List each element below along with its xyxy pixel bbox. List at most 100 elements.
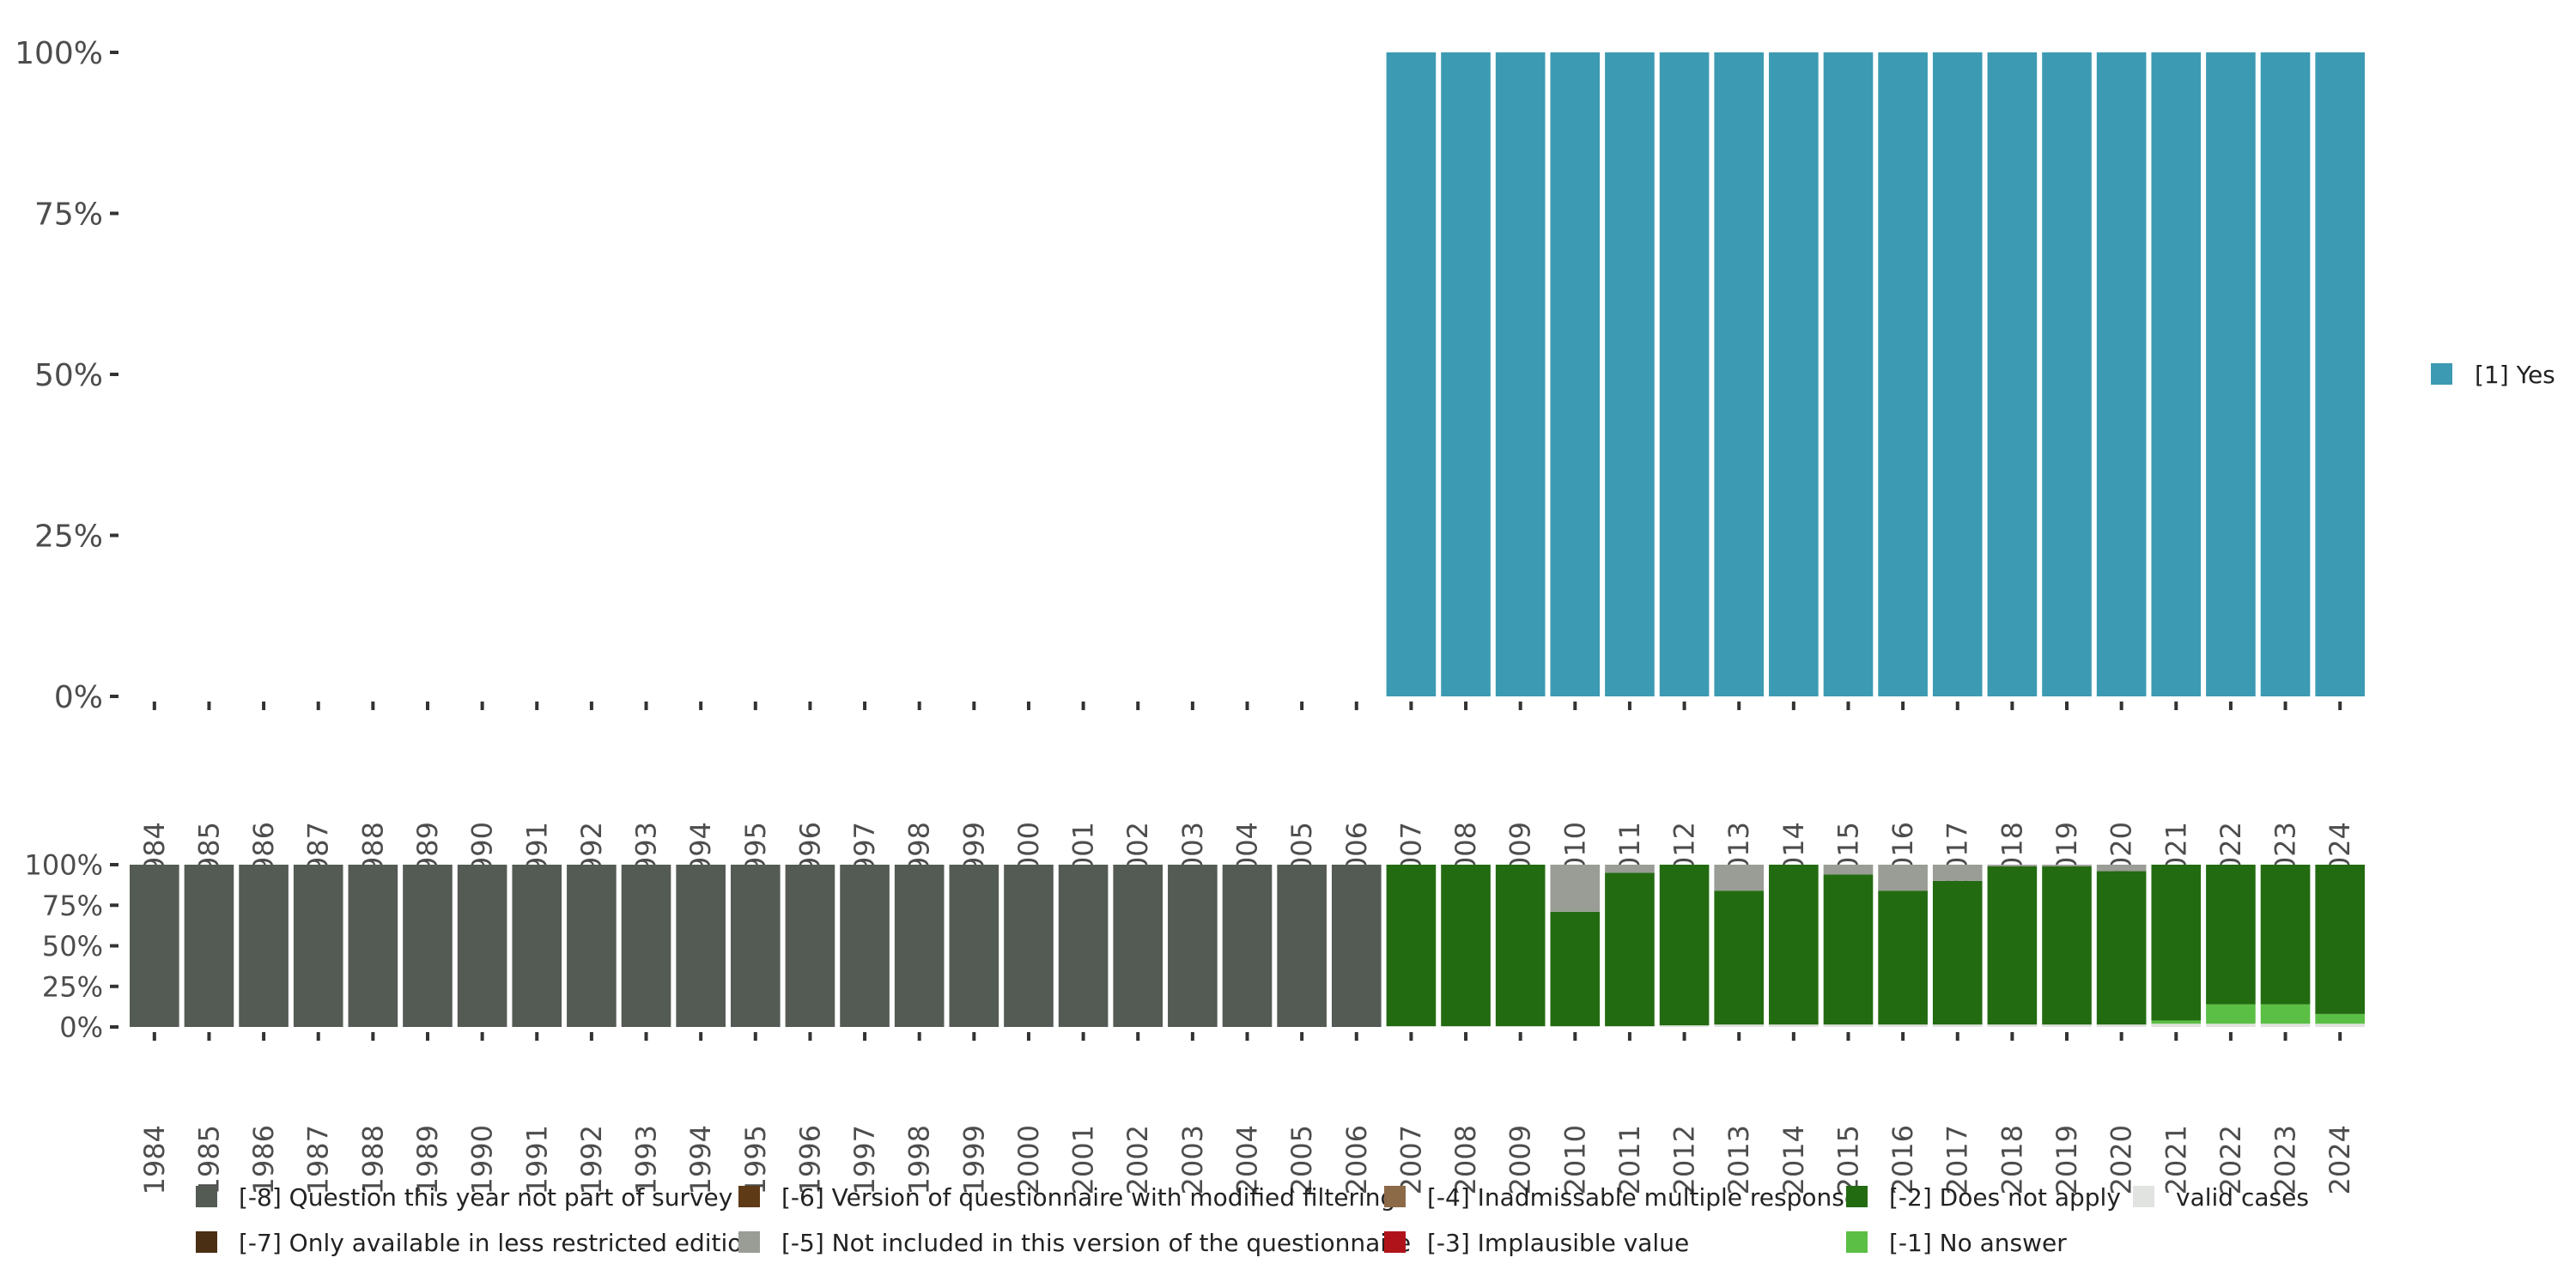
bottom-bar-1994-series-4	[676, 865, 726, 1027]
bottom-bar-2009-series-0	[1495, 1026, 1546, 1027]
bottom-x-tick-label: 1988	[356, 1125, 389, 1194]
top-bar-2021-series-0	[2151, 52, 2202, 696]
bottom-bar-2014-series-0	[1769, 1024, 1819, 1027]
top-bar-2014-series-0	[1769, 52, 1819, 696]
bottom-bar-2017-series-0	[1932, 1024, 1983, 1027]
bottom-legend-label: [-7] Only available in less restricted e…	[239, 1229, 757, 1257]
bottom-x-tick-label: 2017	[1941, 1125, 1974, 1194]
bottom-legend-label: valid cases	[2176, 1183, 2309, 1212]
bottom-bar-2012-series-0	[1659, 1025, 1710, 1027]
bottom-x-tick-label: 1993	[630, 1125, 663, 1194]
bottom-bar-2016-series-2	[1878, 890, 1928, 1025]
bottom-bar-2013-series-0	[1714, 1024, 1765, 1027]
bottom-bar-2001-series-4	[1058, 865, 1109, 1027]
bottom-bar-2016-series-3	[1878, 865, 1928, 891]
bottom-legend-label: [-5] Not included in this version of the…	[781, 1229, 1411, 1257]
top-y-tick-label: 100%	[15, 36, 103, 71]
top-bar-2009-series-0	[1495, 52, 1546, 696]
bottom-x-tick-label: 1992	[575, 1125, 608, 1194]
bottom-legend-swatch	[1846, 1231, 1868, 1253]
bottom-x-tick-label: 2024	[2324, 1125, 2356, 1194]
bottom-x-tick-label: 1986	[247, 1125, 280, 1194]
bottom-legend-swatch	[1384, 1186, 1406, 1207]
bottom-x-tick-label: 1996	[793, 1125, 826, 1194]
bottom-x-tick-label: 1991	[520, 1125, 553, 1194]
bottom-legend: [-8] Question this year not part of surv…	[196, 1183, 2309, 1257]
bottom-x-tick-label: 1987	[302, 1125, 335, 1194]
bottom-bar-2020-series-2	[2096, 871, 2147, 1025]
bottom-bar-1996-series-4	[785, 865, 835, 1027]
bottom-bar-2010-series-3	[1550, 865, 1601, 912]
bottom-bar-2024-series-2	[2315, 865, 2365, 1014]
top-bar-2010-series-0	[1550, 52, 1601, 696]
bottom-x-tick-label: 2016	[1886, 1125, 1919, 1194]
bottom-x-tick-label: 2004	[1231, 1125, 1264, 1194]
top-y-tick-label: 50%	[34, 358, 103, 393]
bottom-bar-2021-series-2	[2151, 865, 2202, 1021]
top-y-tick-label: 25%	[34, 519, 103, 554]
bottom-bar-2013-series-2	[1714, 890, 1765, 1025]
bottom-legend-swatch	[1384, 1231, 1406, 1253]
bottom-bar-2005-series-4	[1277, 865, 1327, 1027]
top-legend-label: [1] Yes	[2475, 361, 2555, 389]
bottom-bar-2015-series-0	[1823, 1024, 1874, 1027]
bottom-legend-label: [-3] Implausible value	[1427, 1229, 1689, 1257]
top-bar-2013-series-0	[1714, 52, 1765, 696]
bottom-x-tick-label: 1997	[848, 1125, 881, 1194]
bottom-bar-1999-series-4	[949, 865, 999, 1027]
bottom-bar-2023-series-2	[2260, 865, 2311, 1005]
top-panel-valid-responses: 0%25%50%75%100%1984 1985 1986 1987 1988 1989 1…	[15, 36, 2365, 891]
bottom-x-tick-label: 1999	[957, 1125, 990, 1194]
top-bar-2008-series-0	[1441, 52, 1491, 696]
bottom-bar-2019-series-2	[2042, 866, 2092, 1025]
bottom-x-tick-label: 2001	[1067, 1125, 1100, 1194]
bottom-bar-1984-series-4	[130, 865, 179, 1027]
top-bar-2018-series-0	[1987, 52, 2038, 696]
bottom-bar-1993-series-4	[621, 865, 671, 1027]
bottom-legend-swatch	[2133, 1186, 2154, 1207]
bottom-y-tick-label: 100%	[25, 849, 103, 882]
bottom-x-tick-label: 2015	[1832, 1125, 1864, 1194]
bottom-bar-1988-series-4	[348, 865, 398, 1027]
bottom-bar-2018-series-0	[1987, 1024, 2038, 1027]
bottom-bar-2011-series-3	[1605, 865, 1655, 873]
bottom-bar-2007-series-0	[1386, 1026, 1437, 1027]
bottom-x-tick-label: 2023	[2269, 1125, 2302, 1194]
bottom-legend-swatch	[1846, 1186, 1868, 1207]
bottom-legend-swatch	[196, 1186, 217, 1207]
bottom-bar-1987-series-4	[293, 865, 343, 1027]
bottom-bar-2006-series-4	[1331, 865, 1382, 1027]
bottom-bar-2003-series-4	[1168, 865, 1218, 1027]
bottom-bar-1998-series-4	[894, 865, 945, 1027]
bottom-bar-1992-series-4	[567, 865, 617, 1027]
bottom-bar-2019-series-0	[2042, 1024, 2092, 1027]
top-bar-2007-series-0	[1386, 52, 1437, 696]
bottom-x-tick-label: 2012	[1668, 1125, 1701, 1194]
bottom-x-tick-label: 1995	[739, 1125, 772, 1194]
bottom-bar-2017-series-3	[1932, 865, 1983, 881]
bottom-bar-2015-series-2	[1823, 874, 1874, 1025]
bottom-bar-2022-series-1	[2206, 1004, 2256, 1024]
bottom-legend-swatch	[738, 1186, 760, 1207]
bottom-bar-2018-series-3	[1987, 865, 2038, 866]
bottom-legend-label: [-1] No answer	[1889, 1229, 2067, 1257]
bottom-legend-label: [-6] Version of questionnaire with modif…	[781, 1183, 1395, 1212]
bottom-bar-2002-series-4	[1113, 865, 1163, 1027]
bottom-x-tick-label: 1985	[192, 1125, 225, 1194]
bottom-x-tick-label: 2005	[1285, 1125, 1318, 1194]
bottom-x-tick-label: 2002	[1121, 1125, 1154, 1194]
bottom-y-tick-label: 0%	[59, 1012, 103, 1044]
bottom-x-tick-label: 2019	[2050, 1125, 2083, 1194]
bottom-bar-1989-series-4	[403, 865, 453, 1027]
bottom-y-tick-label: 75%	[42, 890, 103, 922]
bottom-bar-2000-series-4	[1004, 865, 1054, 1027]
bottom-bar-2004-series-4	[1222, 865, 1273, 1027]
top-bar-2020-series-0	[2096, 52, 2147, 696]
bottom-y-tick-label: 50%	[42, 930, 103, 963]
top-bar-2017-series-0	[1932, 52, 1983, 696]
bottom-bar-1997-series-4	[840, 865, 890, 1027]
bottom-x-tick-label: 2007	[1394, 1125, 1427, 1194]
top-bar-2012-series-0	[1659, 52, 1710, 696]
top-bar-2024-series-0	[2315, 52, 2365, 696]
bottom-bar-2014-series-2	[1769, 865, 1819, 1025]
